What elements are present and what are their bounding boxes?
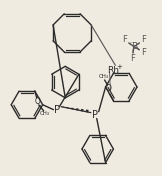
Text: +: + bbox=[116, 64, 122, 70]
Text: O: O bbox=[35, 98, 41, 106]
Text: F: F bbox=[141, 35, 146, 44]
Text: Rh: Rh bbox=[107, 66, 119, 75]
Text: P: P bbox=[54, 105, 60, 115]
Text: F: F bbox=[141, 48, 146, 57]
Text: CH₃: CH₃ bbox=[98, 74, 109, 78]
Text: CH₃: CH₃ bbox=[40, 111, 50, 116]
Text: ⁻: ⁻ bbox=[130, 42, 133, 47]
Text: F: F bbox=[130, 54, 135, 63]
Text: O: O bbox=[106, 84, 111, 93]
Text: F: F bbox=[122, 35, 127, 44]
Text: B: B bbox=[131, 42, 137, 51]
Text: P: P bbox=[92, 110, 98, 120]
